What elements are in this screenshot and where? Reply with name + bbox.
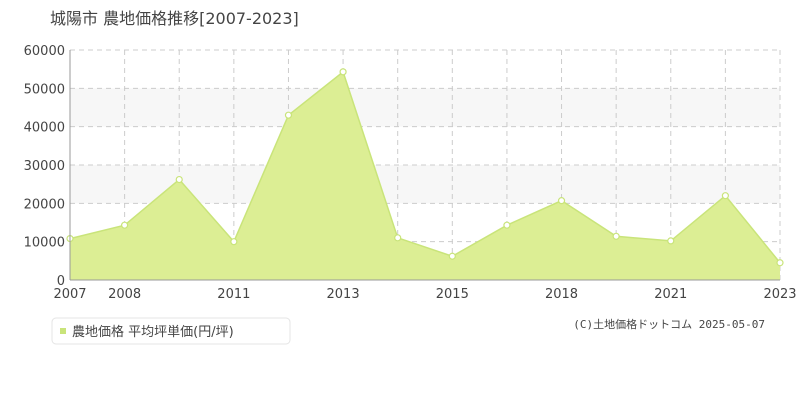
x-tick-label: 2011 <box>217 287 250 302</box>
point <box>284 111 293 119</box>
point <box>721 192 729 200</box>
y-tick-label: 40000 <box>24 121 65 136</box>
x-tick-label: 2021 <box>654 287 687 302</box>
point <box>503 221 511 229</box>
point <box>776 259 784 267</box>
y-tick-label: 60000 <box>24 44 65 59</box>
x-tick-label: 2023 <box>763 287 796 302</box>
x-tick-label: 2013 <box>327 287 360 302</box>
point <box>121 221 129 229</box>
y-tick-label: 50000 <box>24 82 65 97</box>
point <box>175 175 183 184</box>
point <box>667 237 675 245</box>
x-tick-label: 2007 <box>53 287 86 302</box>
y-tick-label: 20000 <box>24 197 65 212</box>
point <box>230 238 238 246</box>
footer: (C)土地価格ドットコム 2025-05-07 <box>573 317 765 331</box>
chart-title: 城陽市 農地価格推移[2007-2023] <box>50 9 299 28</box>
y-tick-label: 0 <box>57 274 65 289</box>
point <box>339 68 347 76</box>
legend-label: 農地価格 平均坪単価(円/坪) <box>72 324 234 340</box>
line <box>69 70 781 264</box>
x-tick-label: 2015 <box>436 287 469 302</box>
y-tick-label: 10000 <box>24 236 65 251</box>
x-tick-label: 2008 <box>108 287 141 302</box>
point <box>557 197 566 205</box>
y-tick-label: 30000 <box>24 159 65 174</box>
x-tick-label: 2018 <box>545 287 578 302</box>
legend-swatch <box>60 328 66 334</box>
point <box>394 234 402 242</box>
point <box>448 252 456 260</box>
legend-box <box>51 317 291 345</box>
band <box>70 88 780 127</box>
point <box>612 232 620 240</box>
